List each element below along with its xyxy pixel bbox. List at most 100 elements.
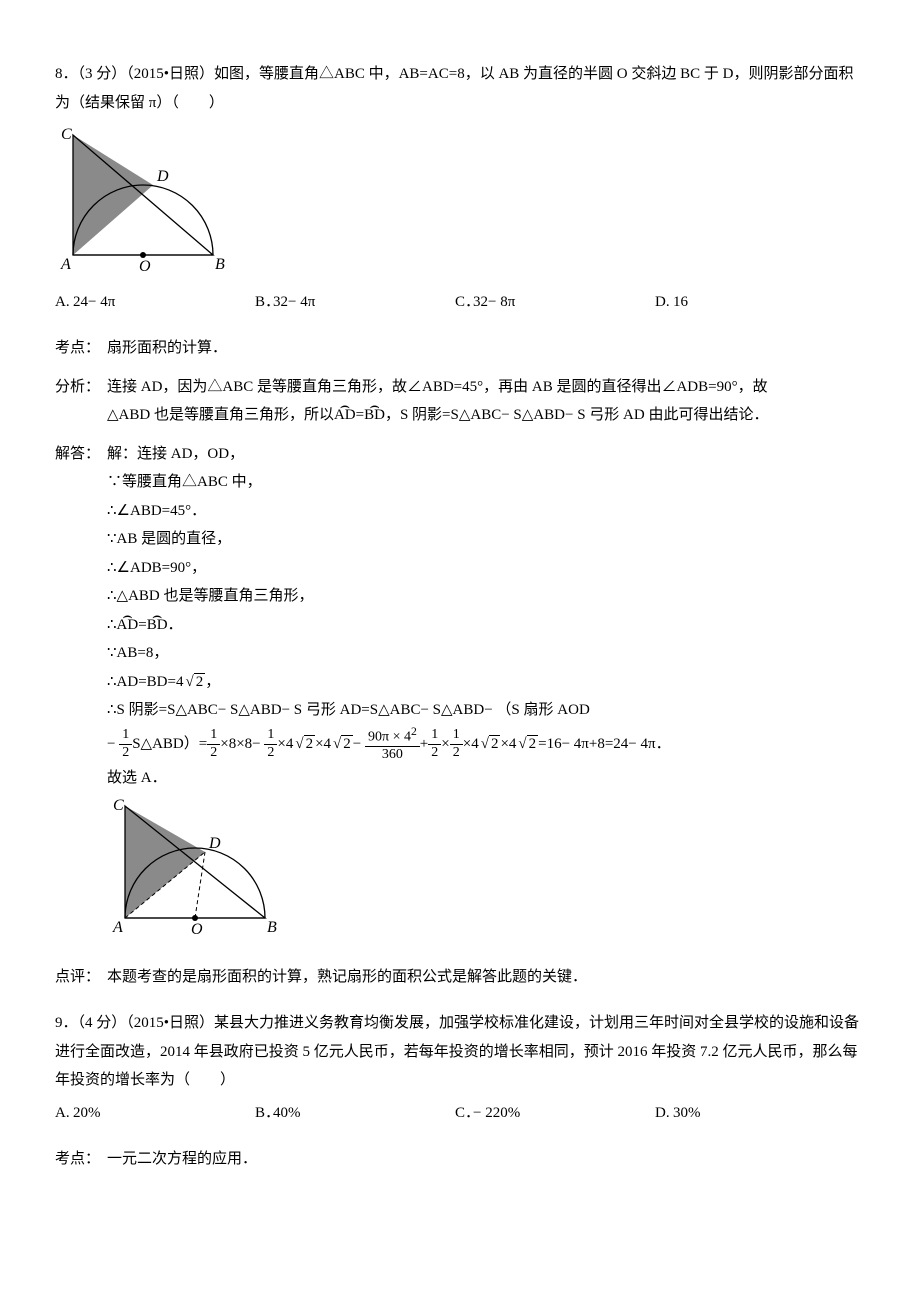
text: S△ABD）= <box>132 736 207 752</box>
svg-text:B: B <box>215 256 225 273</box>
line: ∵AB 是圆的直径， <box>107 525 865 554</box>
section-body: 本题考查的是扇形面积的计算，熟记扇形的面积公式是解答此题的关键． <box>107 963 865 992</box>
text: ×4 <box>277 736 293 752</box>
text: − <box>353 736 365 752</box>
section-label: 解答： <box>55 440 107 953</box>
line: ∴∠ADB=90°， <box>107 554 865 583</box>
text: ， <box>205 674 220 690</box>
text: + <box>420 736 428 752</box>
arc-ad: AD <box>334 401 356 430</box>
q8-dianping: 点评： 本题考查的是扇形面积的计算，熟记扇形的面积公式是解答此题的关键． <box>55 963 865 992</box>
q8-jieda: 解答： 解：连接 AD，OD， ∵等腰直角△ABC 中， ∴∠ABD=45°． … <box>55 440 865 953</box>
line: ∵等腰直角△ABC 中， <box>107 468 865 497</box>
text: ×8×8− <box>220 736 264 752</box>
line: ∴△ABD 也是等腰直角三角形， <box>107 582 865 611</box>
q9-options: A. 20% B． 40% C． − 220% D. 30% <box>55 1099 865 1128</box>
q9-option-a[interactable]: A. 20% <box>55 1099 255 1128</box>
q8-option-c[interactable]: C． 32− 8π <box>455 288 655 317</box>
text: − <box>107 736 119 752</box>
option-text: 20% <box>73 1099 101 1128</box>
q8-options: A. 24− 4π B． 32− 4π C． 32− 8π D. 16 <box>55 288 865 317</box>
option-text: 30% <box>673 1099 701 1128</box>
section-label: 点评： <box>55 963 107 992</box>
q8-option-d[interactable]: D. 16 <box>655 288 815 317</box>
option-letter: D. <box>655 1099 673 1128</box>
option-letter: A. <box>55 1099 73 1128</box>
section-body: 连接 AD，因为△ABC 是等腰直角三角形，故∠ABD=45°，再由 AB 是圆… <box>107 373 865 430</box>
sqrt: 2 <box>331 725 353 764</box>
q9-option-d[interactable]: D. 30% <box>655 1099 815 1128</box>
text: ×4 <box>315 736 331 752</box>
sqrt: 2 <box>293 725 315 764</box>
q9-kaodian: 考点： 一元二次方程的应用． <box>55 1145 865 1174</box>
q8-fenxi: 分析： 连接 AD，因为△ABC 是等腰直角三角形，故∠ABD=45°，再由 A… <box>55 373 865 430</box>
section-body: 一元二次方程的应用． <box>107 1145 865 1174</box>
svg-text:B: B <box>267 919 277 936</box>
section-body: 扇形面积的计算． <box>107 334 865 363</box>
sqrt: 2 <box>516 725 538 764</box>
fraction: 12 <box>428 727 441 760</box>
section-label: 考点： <box>55 334 107 363</box>
line: ∴S 阴影=S△ABC− S△ABD− S 弓形 AD=S△ABC− S△ABD… <box>107 696 865 725</box>
option-letter: A. <box>55 288 73 317</box>
text: △ABD 也是等腰直角三角形，所以 <box>107 407 334 423</box>
section-label: 考点： <box>55 1145 107 1174</box>
text: = <box>356 407 364 423</box>
svg-text:O: O <box>139 258 151 273</box>
q9-header: 9．（4 分）（2015•日照）某县大力推进义务教育均衡发展，加强学校标准化建设… <box>55 1009 865 1095</box>
sqrt: 2 <box>183 668 205 697</box>
text: = <box>138 617 146 633</box>
q9-option-c[interactable]: C． − 220% <box>455 1099 655 1128</box>
option-letter: D. <box>655 288 673 317</box>
fraction: 12 <box>264 727 277 760</box>
option-letter: C． <box>455 1099 473 1128</box>
option-text: − 220% <box>473 1099 520 1128</box>
option-text: 16 <box>673 288 688 317</box>
text: ，S 阴影=S△ABC− S△ABD− S 弓形 AD 由此可得出结论． <box>385 407 769 423</box>
svg-text:C: C <box>61 126 72 143</box>
option-letter: C． <box>455 288 473 317</box>
line: ∵AB=8， <box>107 639 865 668</box>
option-text: 24− 4π <box>73 288 115 317</box>
text: × <box>441 736 449 752</box>
text: ∴AD=BD=4 <box>107 674 183 690</box>
text: ∴ <box>107 617 117 633</box>
arc-bd: BD <box>147 611 168 640</box>
option-text: 32− 8π <box>473 288 515 317</box>
option-letter: B． <box>255 1099 273 1128</box>
q8-figure-2-svg: ABCDO <box>107 798 277 938</box>
option-text: 40% <box>273 1099 301 1128</box>
text: 连接 AD，因为△ABC 是等腰直角三角形，故∠ABD=45°，再由 AB 是圆… <box>107 379 768 395</box>
q8-option-b[interactable]: B． 32− 4π <box>255 288 455 317</box>
sqrt: 2 <box>479 725 501 764</box>
line: ∴AD=BD． <box>107 611 865 640</box>
section-body: 解：连接 AD，OD， ∵等腰直角△ABC 中， ∴∠ABD=45°． ∵AB … <box>107 440 865 953</box>
line: ∴∠ABD=45°． <box>107 497 865 526</box>
equation-line: − 12S△ABD）=12×8×8− 12×42×42− 90π × 42360… <box>107 725 865 764</box>
fraction: 12 <box>450 727 463 760</box>
q8-header: 8．（3 分）（2015•日照）如图，等腰直角△ABC 中，AB=AC=8，以 … <box>55 60 865 117</box>
line: 故选 A． <box>107 764 865 793</box>
text: ． <box>168 617 183 633</box>
section-label: 分析： <box>55 373 107 430</box>
svg-text:A: A <box>112 919 123 936</box>
q8-kaodian: 考点： 扇形面积的计算． <box>55 334 865 363</box>
q8-option-a[interactable]: A. 24− 4π <box>55 288 255 317</box>
arc-ad: AD <box>117 611 139 640</box>
q9-option-b[interactable]: B． 40% <box>255 1099 455 1128</box>
text: ×4 <box>500 736 516 752</box>
arc-bd: BD <box>364 401 385 430</box>
q8-figure-2: ABCDO <box>107 798 865 949</box>
option-text: 32− 4π <box>273 288 315 317</box>
svg-text:D: D <box>156 168 169 185</box>
svg-text:C: C <box>113 798 124 814</box>
option-letter: B． <box>255 288 273 317</box>
fraction: 12 <box>119 727 132 760</box>
text: =16− 4π+8=24− 4π． <box>538 736 670 752</box>
fraction: 90π × 42360 <box>365 725 420 763</box>
text: ×4 <box>463 736 479 752</box>
fraction: 12 <box>207 727 220 760</box>
q8-figure-1-svg: ABCDO <box>55 123 225 273</box>
svg-text:D: D <box>208 835 221 852</box>
line: 解：连接 AD，OD， <box>107 440 865 469</box>
